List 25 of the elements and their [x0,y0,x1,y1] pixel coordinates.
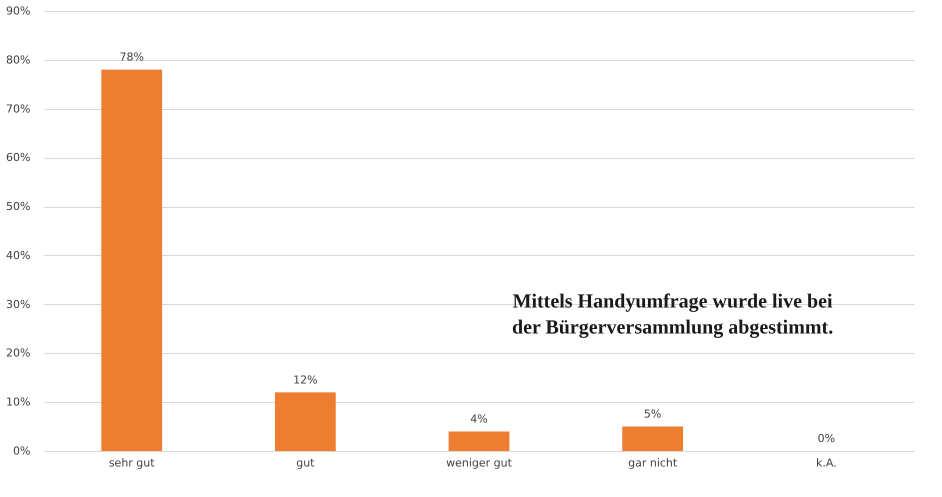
bar [622,426,684,451]
x-tick-label: sehr gut [108,456,156,470]
x-tick-label: gar nicht [628,456,678,470]
y-tick-label: 60% [6,151,30,164]
bar [448,431,510,451]
y-tick-label: 70% [6,102,30,116]
x-tick-label: gut [296,456,316,470]
bar [101,70,162,451]
y-tick-label: 0% [13,444,30,458]
annotation: Mittels Handyumfrage wurde live bei der Bürgerversammlung abgestimmt. [512,290,834,338]
data-label: 4% [470,412,488,426]
x-tick-label: weniger gut [446,456,513,470]
data-label: 78% [119,50,144,64]
y-tick-label: 30% [6,298,30,311]
data-label: 12% [293,373,318,386]
x-tick-label: k.A. [816,456,837,470]
y-tick-label: 80% [6,53,30,66]
y-tick-label: 90% [6,4,30,18]
bar [274,392,336,451]
y-tick-label: 20% [6,346,30,360]
y-tick-label: 10% [6,396,30,409]
data-label: 5% [644,408,662,421]
data-label: 0% [818,432,836,445]
y-tick-label: 40% [6,248,30,262]
y-tick-label: 50% [6,200,30,214]
